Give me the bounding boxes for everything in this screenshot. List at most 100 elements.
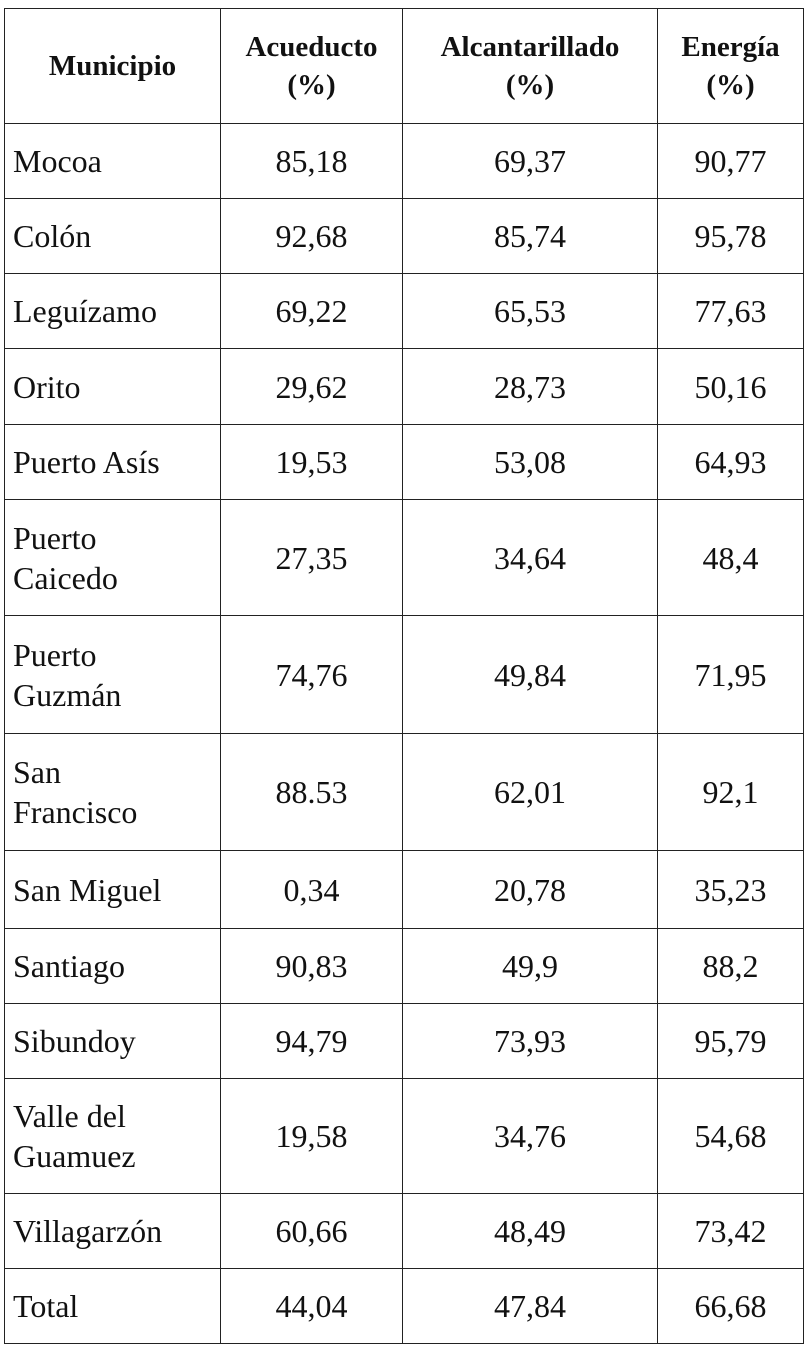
value-cell: 95,79 [657,1003,804,1079]
value-cell: 34,76 [402,1078,658,1194]
municipio-text: Total [13,1288,79,1324]
value-cell: 65,53 [402,273,658,349]
municipio-cell: Santiago [4,928,221,1004]
table-row: San Miguel 0,34 20,78 35,23 [4,850,804,929]
municipio-text: Orito [13,368,81,405]
municipio-text: Puerto [13,636,97,673]
municipio-cell: Villagarzón [4,1193,221,1269]
value-cell: 74,76 [220,615,403,734]
table-row: Mocoa 85,18 69,37 90,77 [4,123,804,199]
municipio-text: Puerto [13,519,97,556]
value-cell: 77,63 [657,273,804,349]
value-cell: 54,68 [657,1078,804,1194]
value-cell: 92,1 [657,733,804,851]
value-cell: 92,68 [220,198,403,274]
municipio-text: San [13,754,61,790]
value-cell: 95,78 [657,198,804,274]
value-cell: 49,9 [402,928,658,1004]
table-row: Colón 92,68 85,74 95,78 [4,198,804,274]
value-cell: 90,83 [220,928,403,1004]
table-row: Santiago 90,83 49,9 88,2 [4,928,804,1004]
municipio-cell: Leguízamo [4,273,221,349]
municipio-text: Valle del [13,1098,126,1134]
value-cell: 94,79 [220,1003,403,1079]
value-cell: 73,42 [657,1193,804,1269]
value-cell: 50,16 [657,348,804,425]
value-cell: 19,53 [220,424,403,500]
value-cell: 71,95 [657,615,804,734]
value-cell: 53,08 [402,424,658,500]
header-text: (%) [706,69,755,101]
municipio-text: Santiago [13,948,125,984]
municipio-text: San Miguel [13,871,162,908]
header-cell: Alcantarillado (%) [402,8,658,124]
municipio-text: Sibundoy [13,1023,136,1059]
municipio-cell: Puerto Caicedo [4,499,221,616]
municipio-cell: Puerto Guzmán [4,615,221,734]
municipio-cell: Mocoa [4,123,221,199]
header-text: Municipio [48,50,177,82]
value-cell: 66,68 [657,1268,804,1344]
table-body: Mocoa 85,18 69,37 90,77 Colón 92,68 85,74 95,78… [4,123,804,1344]
header-row: Municipio Acueducto (%) Alcantarillado (%) En… [4,8,804,124]
table-row: Orito 29,62 28,73 50,16 [4,348,804,425]
value-cell: 88.53 [220,733,403,851]
value-cell: 27,35 [220,499,403,616]
municipio-cell: San Miguel [4,850,221,929]
value-cell: 60,66 [220,1193,403,1269]
table-row: Villagarzón 60,66 48,49 73,42 [4,1193,804,1269]
header-text: Alcantarillado [440,31,620,63]
header-text: Acueducto [245,31,378,63]
value-cell: 62,01 [402,733,658,851]
municipio-text: Villagarzón [13,1213,163,1249]
value-cell: 90,77 [657,123,804,199]
municipio-cell: San Francisco [4,733,221,851]
municipio-text: Puerto Asís [13,444,160,480]
value-cell: 47,84 [402,1268,658,1344]
header-text: (%) [287,69,336,101]
table-row: Puerto Guzmán 74,76 49,84 71,95 [4,615,804,734]
header-cell: Municipio [4,8,221,124]
value-cell: 20,78 [402,850,658,929]
table-row: Sibundoy 94,79 73,93 95,79 [4,1003,804,1079]
municipio-cell: Valle del Guamuez [4,1078,221,1194]
municipio-text: Francisco [13,794,138,830]
value-cell: 64,93 [657,424,804,500]
table-row: Total 44,04 47,84 66,68 [4,1268,804,1344]
municipio-text: Guzmán [13,676,122,713]
value-cell: 0,34 [220,850,403,929]
municipio-cell: Orito [4,348,221,425]
municipio-text: Colón [13,218,92,254]
value-cell: 19,58 [220,1078,403,1194]
value-cell: 34,64 [402,499,658,616]
data-table: Municipio Acueducto (%) Alcantarillado (%) En… [4,8,804,1344]
value-cell: 73,93 [402,1003,658,1079]
table-row: San Francisco 88.53 62,01 92,1 [4,733,804,851]
value-cell: 69,37 [402,123,658,199]
municipio-cell: Total [4,1268,221,1344]
value-cell: 48,4 [657,499,804,616]
value-cell: 35,23 [657,850,804,929]
municipio-text: Leguízamo [13,293,157,329]
value-cell: 44,04 [220,1268,403,1344]
value-cell: 85,18 [220,123,403,199]
municipio-cell: Puerto Asís [4,424,221,500]
value-cell: 85,74 [402,198,658,274]
value-cell: 48,49 [402,1193,658,1269]
value-cell: 28,73 [402,348,658,425]
value-cell: 29,62 [220,348,403,425]
table-row: Puerto Caicedo 27,35 34,64 48,4 [4,499,804,616]
table-row: Valle del Guamuez 19,58 34,76 54,68 [4,1078,804,1194]
header-text: Energía [681,31,780,63]
header-cell: Acueducto (%) [220,8,403,124]
header-cell: Energía (%) [657,8,804,124]
value-cell: 49,84 [402,615,658,734]
municipio-text: Mocoa [13,143,102,179]
table-row: Leguízamo 69,22 65,53 77,63 [4,273,804,349]
value-cell: 69,22 [220,273,403,349]
municipio-text: Caicedo [13,559,118,596]
municipio-cell: Colón [4,198,221,274]
value-cell: 88,2 [657,928,804,1004]
header-text: (%) [505,69,555,101]
